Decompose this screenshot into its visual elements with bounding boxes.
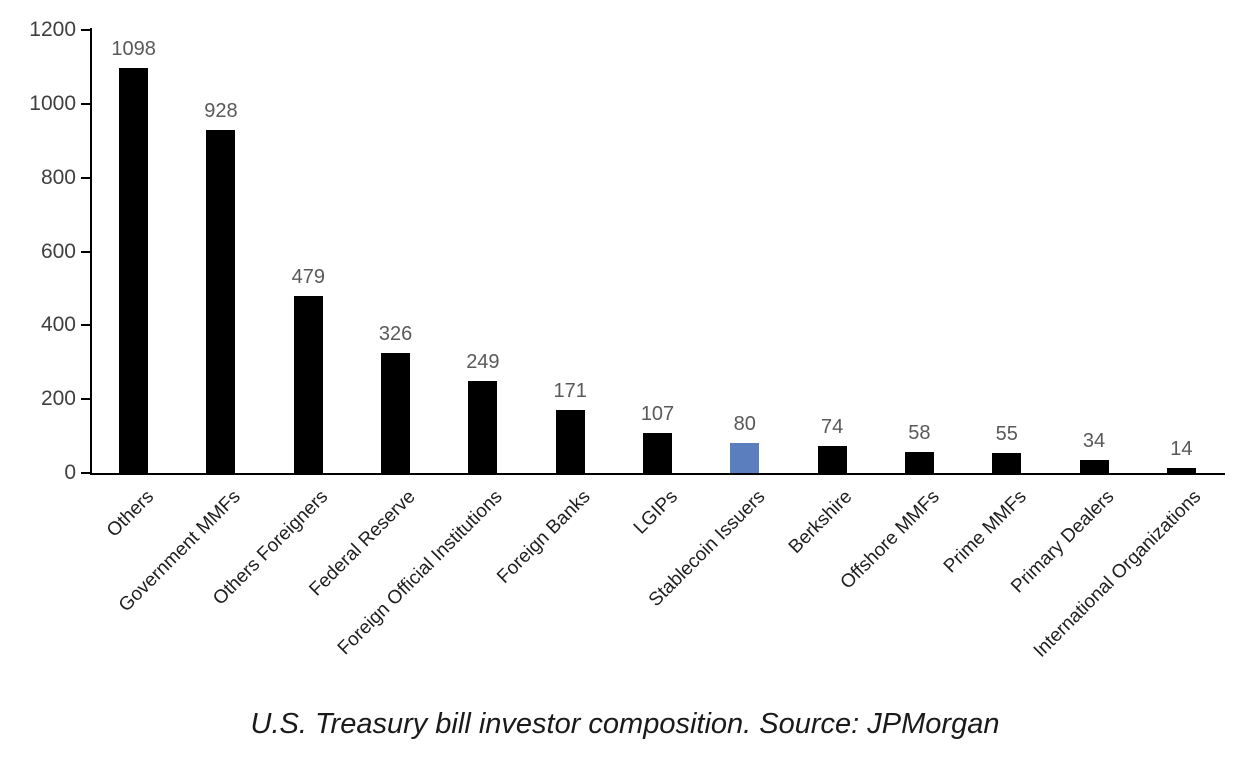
bar-offshore-mmfs xyxy=(904,451,934,473)
bar-foreign-banks xyxy=(555,409,585,473)
y-tick-label: 1200 xyxy=(29,18,76,41)
bar-value-label: 80 xyxy=(733,413,756,436)
x-category-label: Others xyxy=(102,486,158,542)
bar-value-label: 14 xyxy=(1170,437,1193,460)
y-tick-mark xyxy=(81,324,90,327)
bar-value-label: 171 xyxy=(553,379,587,402)
bar-others xyxy=(119,67,149,473)
bar-value-label: 74 xyxy=(820,415,844,438)
y-tick-mark xyxy=(81,250,90,253)
y-tick-mark xyxy=(81,176,90,179)
bar-international-organizations xyxy=(1166,467,1196,473)
y-tick-label: 800 xyxy=(40,165,76,189)
bar-value-label: 34 xyxy=(1082,430,1106,453)
bar-value-label: 249 xyxy=(466,351,500,374)
y-tick-mark xyxy=(81,398,90,401)
y-tick-label: 400 xyxy=(40,313,76,337)
bar-value-label: 1098 xyxy=(111,37,156,60)
bar-foreign-official-institutions xyxy=(468,381,498,473)
y-tick-mark xyxy=(81,472,90,474)
bar-berkshire xyxy=(817,445,847,473)
chart-caption: U.S. Treasury bill investor composition.… xyxy=(250,708,1000,740)
bar-primary-dealers xyxy=(1079,460,1109,473)
y-tick-mark xyxy=(81,102,90,105)
y-axis-line xyxy=(90,28,92,475)
bar-others-foreigners xyxy=(293,296,323,473)
y-tick-label: 0 xyxy=(64,461,76,484)
bar-lgips xyxy=(643,433,672,473)
bar-value-label: 55 xyxy=(995,422,1018,445)
bar-stablecoin-issuers xyxy=(730,443,760,473)
x-category-label: Berkshire xyxy=(784,486,857,558)
x-category-label: LGIPs xyxy=(629,486,682,539)
y-tick-label: 200 xyxy=(40,387,76,411)
x-category-label: Foreign Official Institutions xyxy=(334,486,508,660)
bar-federal-reserve xyxy=(381,352,411,473)
bar-government-mmfs xyxy=(206,130,236,473)
y-tick-mark xyxy=(81,29,90,31)
bar-value-label: 58 xyxy=(908,421,931,444)
bar-value-label: 928 xyxy=(204,100,238,123)
bar-prime-mmfs xyxy=(992,452,1022,473)
y-tick-label: 1000 xyxy=(29,91,76,115)
x-category-label: International Organizations xyxy=(1030,486,1206,662)
bar-value-label: 107 xyxy=(640,403,675,426)
y-tick-label: 600 xyxy=(40,239,76,263)
x-category-label: Prime MMFs xyxy=(939,486,1031,578)
x-axis-line xyxy=(90,473,1225,475)
x-category-label: Foreign Banks xyxy=(492,486,595,588)
bar-value-label: 326 xyxy=(378,322,413,345)
bar-value-label: 479 xyxy=(291,266,325,289)
